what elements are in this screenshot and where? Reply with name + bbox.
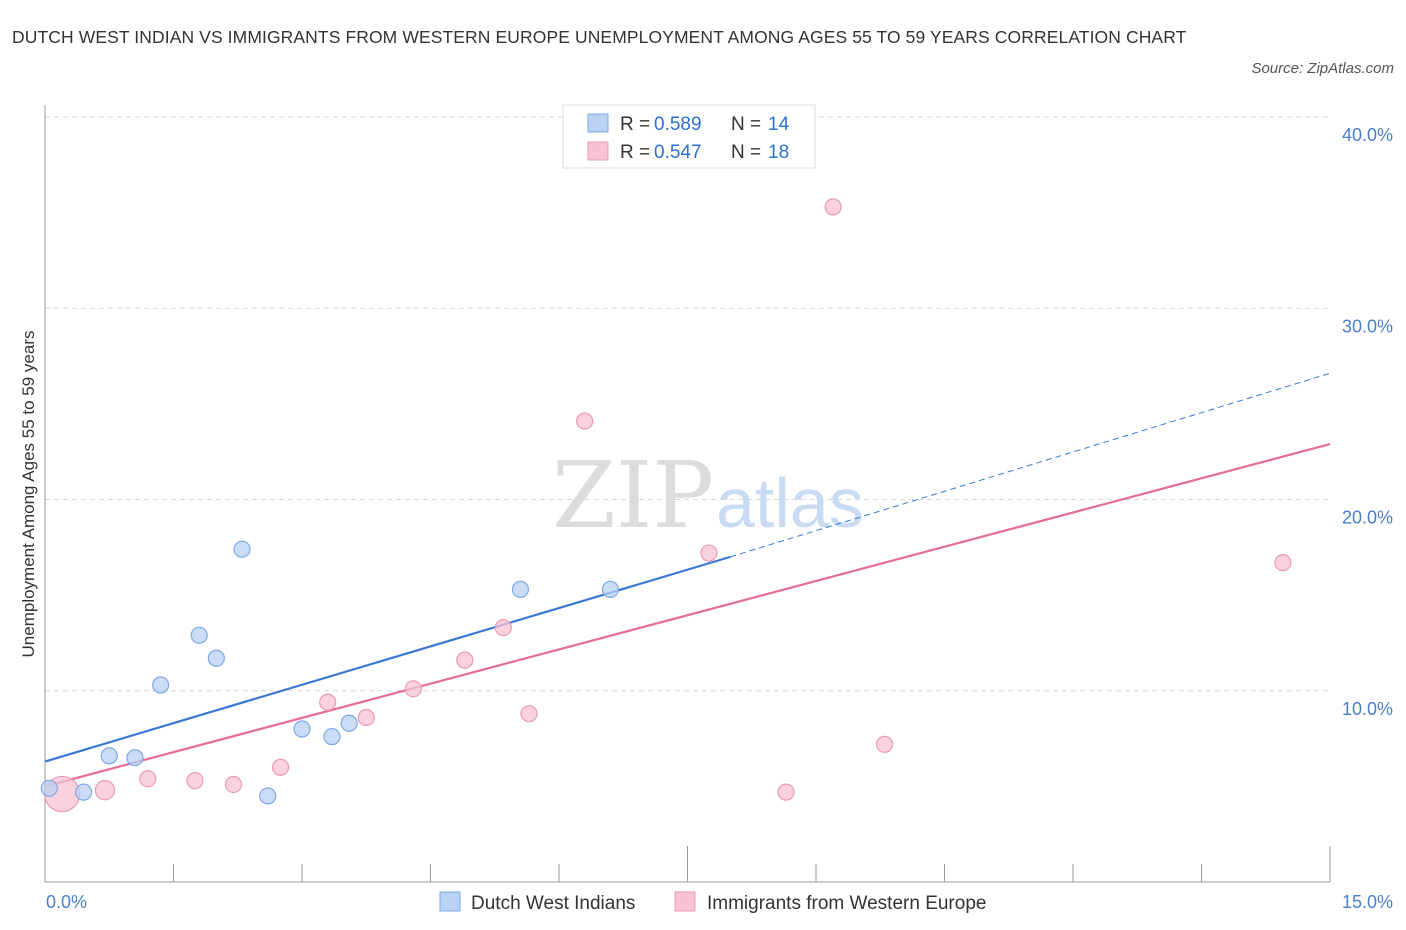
legend-n-value-1: 14 — [768, 114, 790, 135]
x-tick-label: 15.0% — [1342, 892, 1393, 912]
source-label: Source: ZipAtlas.com — [1251, 60, 1394, 77]
data-point-blue — [100, 747, 118, 765]
legend-swatch-blue — [587, 113, 609, 133]
y-tick-label: 20.0% — [1342, 508, 1393, 528]
legend-r-label-2: R = — [620, 142, 650, 163]
data-point-pink — [186, 772, 204, 790]
data-point-blue — [40, 779, 58, 797]
data-point-pink — [271, 758, 290, 776]
trend-line-blue — [44, 555, 731, 763]
series-legend: Dutch West Indians Immigrants from Weste… — [439, 891, 986, 914]
trend-line-blue-extension — [730, 372, 1331, 558]
legend-n-value-2: 18 — [768, 142, 789, 163]
data-point-pink — [576, 412, 594, 430]
series-name-1: Dutch West Indians — [471, 893, 635, 914]
grid-lines — [45, 116, 1330, 692]
x-tick-label: 0.0% — [46, 892, 87, 912]
axes — [44, 105, 1331, 883]
data-point-pink — [1274, 554, 1292, 572]
data-point-blue — [207, 649, 225, 667]
y-tick-label: 10.0% — [1342, 699, 1393, 719]
series-swatch-pink — [674, 891, 696, 912]
data-point-pink — [404, 680, 422, 698]
data-point-blue — [233, 540, 251, 558]
data-point-blue — [152, 676, 170, 694]
data-point-pink — [494, 619, 512, 637]
legend-n-label-2: N = — [731, 142, 761, 163]
data-point-pink — [875, 735, 894, 753]
data-point-pink — [520, 705, 538, 723]
data-point-pink — [224, 775, 243, 794]
correlation-legend: R = 0.589 N = 14 R = 0.547 N = 18 — [562, 104, 816, 169]
data-point-pink — [139, 770, 157, 788]
data-point-pink — [456, 651, 474, 669]
watermark: ZIP atlas — [552, 442, 864, 549]
legend-n-label-1: N = — [731, 114, 761, 135]
legend-swatch-pink — [587, 141, 609, 161]
series-name-2: Immigrants from Western Europe — [707, 893, 986, 914]
y-tick-label: 30.0% — [1342, 316, 1393, 336]
data-point-blue — [323, 728, 341, 746]
data-point-pink — [700, 544, 718, 562]
series-swatch-blue — [439, 891, 461, 912]
legend-r-value-2: 0.547 — [654, 142, 702, 163]
data-point-blue — [340, 714, 358, 732]
data-point-blue — [601, 580, 620, 598]
chart-title: DUTCH WEST INDIAN VS IMMIGRANTS FROM WES… — [12, 27, 1187, 47]
data-point-blue — [74, 783, 93, 801]
data-point-blue — [293, 720, 311, 738]
tick-labels: 10.0% 20.0% 30.0% 40.0% 0.0% 15.0% — [46, 125, 1393, 912]
data-point-pink — [824, 198, 842, 216]
data-point-pink — [357, 708, 375, 727]
data-point-blue — [259, 787, 277, 805]
data-point-blue — [126, 749, 144, 767]
data-point-pink — [94, 780, 116, 801]
watermark-atlas: atlas — [716, 464, 864, 542]
data-point-blue — [511, 580, 530, 598]
legend-r-label-1: R = — [620, 114, 650, 135]
trend-line-pink — [44, 442, 1331, 788]
y-tick-label: 40.0% — [1342, 125, 1393, 145]
data-point-pink — [777, 783, 795, 801]
watermark-zip: ZIP — [552, 442, 714, 549]
data-point-blue — [190, 626, 208, 644]
legend-r-value-1: 0.589 — [654, 114, 702, 135]
data-points — [40, 198, 1292, 813]
y-axis-label: Unemployment Among Ages 55 to 59 years — [19, 331, 38, 658]
data-point-pink — [319, 693, 337, 711]
trend-lines — [44, 372, 1331, 788]
